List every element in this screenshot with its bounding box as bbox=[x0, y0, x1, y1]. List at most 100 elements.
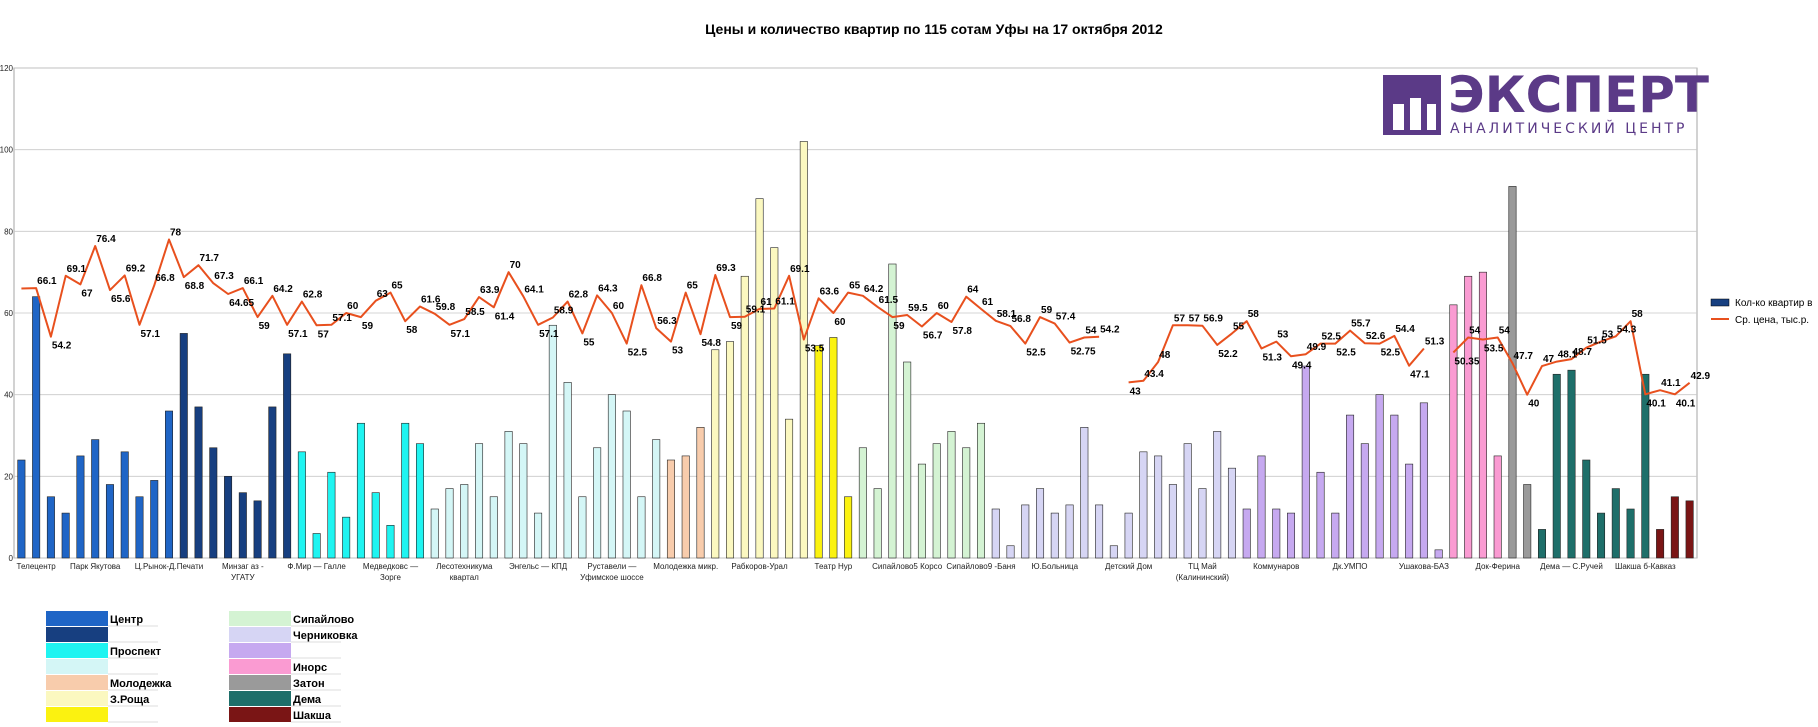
price-label: 57.1 bbox=[332, 313, 352, 324]
bar bbox=[238, 492, 247, 559]
price-label: 52.5 bbox=[1336, 348, 1356, 359]
price-label: 43 bbox=[1130, 386, 1142, 397]
bar bbox=[1419, 402, 1428, 559]
price-label: 59.5 bbox=[908, 303, 928, 314]
bar bbox=[1508, 186, 1517, 559]
price-label: 58.1 bbox=[997, 309, 1017, 320]
y-tick-label: 20 bbox=[4, 472, 13, 481]
bar bbox=[711, 349, 720, 559]
bar bbox=[1183, 443, 1192, 559]
legend-bar-label: Кол-ко квартир в bbox=[1735, 298, 1812, 309]
bar bbox=[297, 451, 306, 559]
bar bbox=[1567, 369, 1576, 559]
price-label: 59.1 bbox=[746, 305, 766, 316]
price-label: 52.2 bbox=[1218, 349, 1238, 360]
bar bbox=[1611, 488, 1620, 559]
bar bbox=[962, 447, 971, 559]
bar bbox=[666, 459, 675, 559]
bar bbox=[858, 447, 867, 559]
bar bbox=[578, 496, 587, 559]
bar bbox=[1537, 529, 1546, 559]
district-swatch bbox=[229, 691, 291, 706]
district-label: Шакша bbox=[293, 710, 332, 722]
bar bbox=[1670, 496, 1679, 559]
price-label: 66.1 bbox=[37, 276, 57, 287]
price-label: 67.3 bbox=[214, 271, 234, 282]
bar bbox=[386, 525, 395, 559]
bar bbox=[1493, 455, 1502, 559]
bar bbox=[430, 508, 439, 559]
bar bbox=[445, 488, 454, 559]
bar bbox=[209, 447, 218, 559]
bar bbox=[1449, 304, 1458, 559]
x-category-label: Сипайлово5 Корсо bbox=[872, 562, 943, 571]
price-line bbox=[21, 238, 1100, 345]
price-label: 58 bbox=[1248, 309, 1260, 320]
bar bbox=[1597, 512, 1606, 559]
legend-line-label: Ср. цена, тыс.р. bbox=[1735, 315, 1809, 326]
price-label: 66.1 bbox=[244, 276, 264, 287]
district-label: Сипайлово bbox=[293, 614, 354, 626]
price-label: 69.3 bbox=[716, 263, 736, 274]
bar bbox=[1552, 373, 1561, 559]
price-label: 56.8 bbox=[1012, 314, 1032, 325]
bar bbox=[1523, 484, 1532, 559]
price-label: 65 bbox=[849, 281, 861, 292]
bar bbox=[489, 496, 498, 559]
bar bbox=[829, 337, 838, 559]
price-label: 54.4 bbox=[1395, 324, 1415, 335]
bar bbox=[1213, 431, 1222, 559]
bar bbox=[681, 455, 690, 559]
district-label: Черниковка bbox=[293, 630, 358, 642]
price-label: 78 bbox=[170, 228, 182, 239]
bar bbox=[947, 431, 956, 559]
y-tick-label: 100 bbox=[0, 146, 14, 155]
bar bbox=[1198, 488, 1207, 559]
price-label: 59 bbox=[362, 321, 374, 332]
chart-title: Цены и количество квартир по 115 сотам У… bbox=[705, 21, 1163, 37]
bar bbox=[770, 247, 779, 559]
price-label: 54.2 bbox=[1100, 325, 1120, 336]
price-label: 69.1 bbox=[790, 264, 810, 275]
price-label: 59 bbox=[893, 321, 905, 332]
price-label: 54 bbox=[1469, 326, 1481, 337]
price-label: 64 bbox=[967, 285, 979, 296]
bar bbox=[1257, 455, 1266, 559]
price-label: 64.2 bbox=[864, 284, 884, 295]
bar bbox=[135, 496, 144, 559]
price-label: 59.8 bbox=[436, 302, 456, 313]
price-label: 66.8 bbox=[155, 273, 175, 284]
district-label: Дема bbox=[293, 694, 322, 706]
price-label: 52.75 bbox=[1071, 347, 1096, 358]
price-label: 61.5 bbox=[879, 295, 899, 306]
price-label: 47 bbox=[1543, 354, 1555, 365]
bar bbox=[1390, 414, 1399, 559]
bar bbox=[1139, 451, 1148, 559]
bar bbox=[268, 406, 277, 559]
x-category-label: Театр Нур bbox=[815, 562, 853, 571]
bar bbox=[1360, 443, 1369, 559]
bar bbox=[785, 418, 794, 559]
district-swatch bbox=[46, 659, 108, 674]
district-swatch bbox=[229, 675, 291, 690]
bar bbox=[607, 394, 616, 559]
bar bbox=[105, 484, 114, 559]
bar bbox=[224, 476, 233, 559]
legend-bar-swatch bbox=[1710, 298, 1730, 307]
price-label: 69.2 bbox=[126, 263, 146, 274]
x-category-label: ТЦ Май bbox=[1188, 562, 1217, 571]
bar bbox=[46, 496, 55, 559]
bar bbox=[1227, 467, 1236, 559]
price-label: 70 bbox=[510, 260, 522, 271]
bar bbox=[1641, 373, 1650, 559]
price-label: 57.1 bbox=[140, 329, 160, 340]
price-label: 52.5 bbox=[1322, 332, 1342, 343]
y-tick-label: 0 bbox=[9, 554, 14, 563]
x-category-label: Сипайлово9 -Баня bbox=[946, 562, 1015, 571]
district-label: Инорс bbox=[293, 662, 327, 674]
x-category-label: Зорге bbox=[380, 573, 401, 582]
bar bbox=[342, 516, 351, 559]
bar bbox=[1036, 488, 1045, 559]
bar bbox=[563, 382, 572, 559]
x-category-label: Шакша б-Кавказ bbox=[1615, 562, 1676, 571]
